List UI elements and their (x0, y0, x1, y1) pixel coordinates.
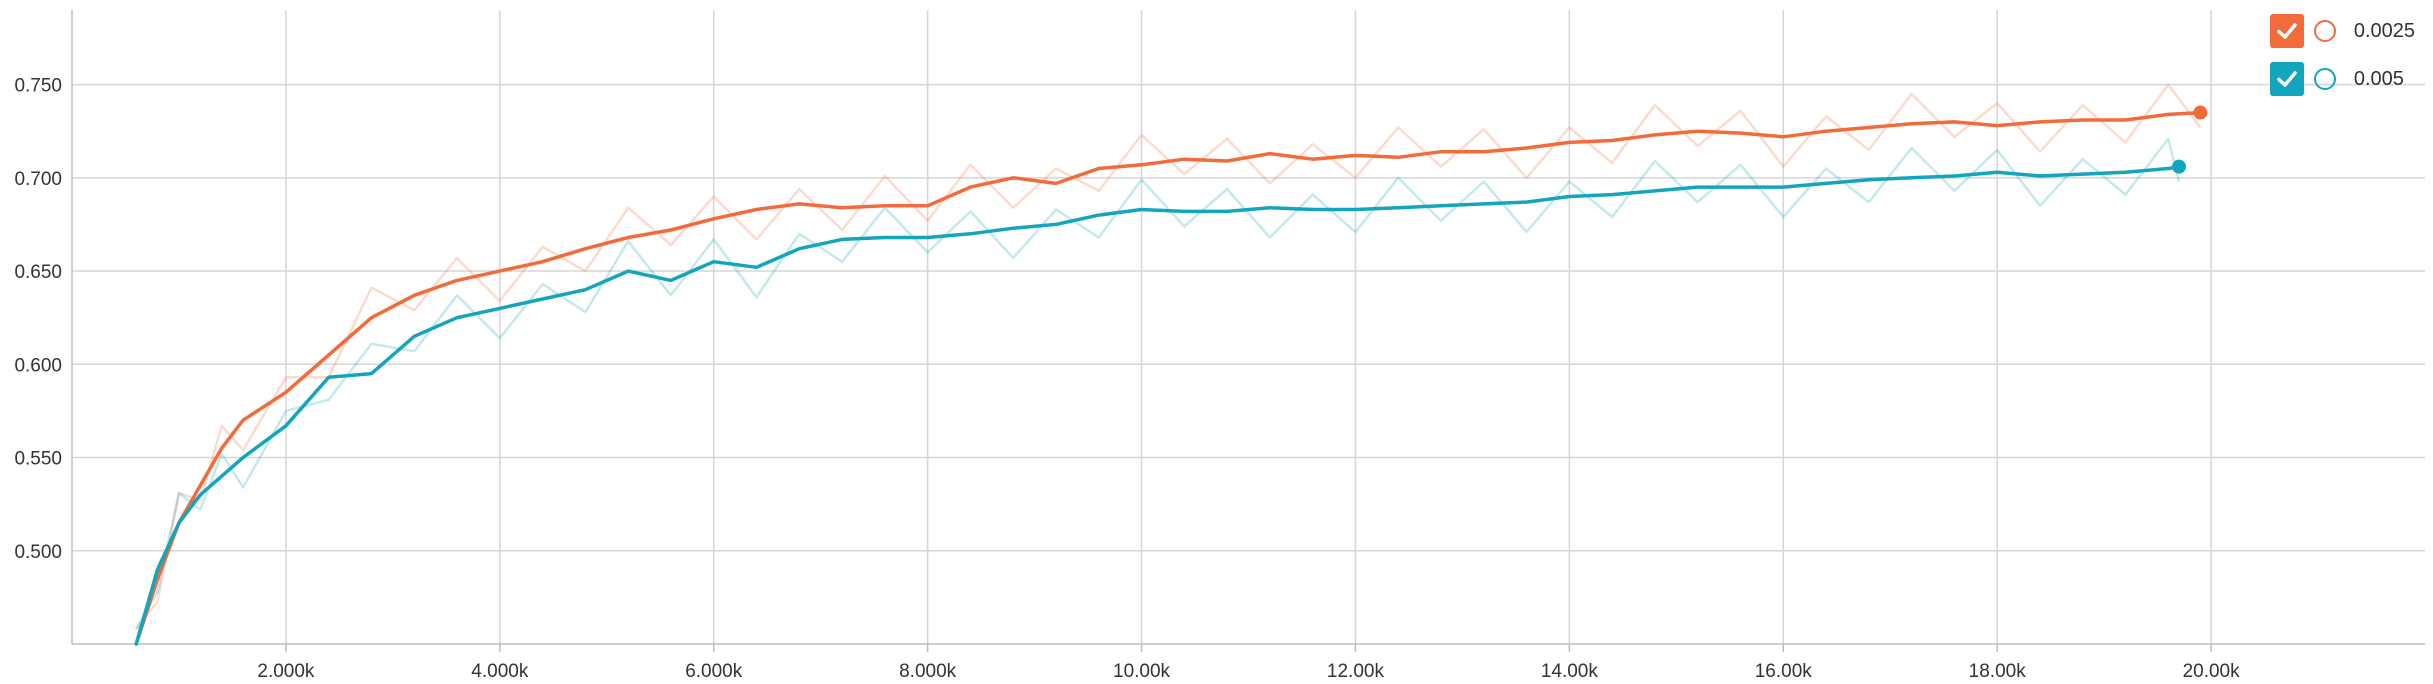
x-tick-label: 4.000k (471, 661, 529, 682)
legend-label: 0.0025 (2353, 19, 2415, 42)
x-tick-label: 16.00k (1755, 661, 1813, 682)
checkbox-checked-icon[interactable] (2269, 14, 2304, 48)
y-tick-label: 0.500 (14, 542, 62, 563)
x-tick-labels: 2.000k 4.000k 6.000k 8.000k 10.00k 12.00k 14.0… (257, 661, 2240, 682)
series-lines (134, 83, 2208, 646)
x-tick-label: 14.00k (1541, 661, 1599, 682)
series-raw-line (135, 83, 2202, 630)
series-end-point (2193, 105, 2208, 120)
x-tick-label: 10.00k (1113, 661, 1171, 682)
y-tick-label: 0.700 (14, 169, 62, 190)
series-line (134, 164, 2181, 646)
legend-item-0.0025[interactable]: 0.0025 (2269, 12, 2415, 50)
series-raw-line (135, 137, 2181, 630)
y-tick-labels: 0.500 0.550 0.600 0.650 0.700 0.750 (14, 76, 62, 563)
legend-item-0.005[interactable]: 0.005 (2269, 60, 2415, 98)
x-tick-label: 6.000k (685, 661, 743, 682)
y-tick-label: 0.600 (14, 355, 62, 376)
x-tick-label: 2.000k (257, 661, 315, 682)
checkbox-checked-icon[interactable] (2269, 62, 2304, 96)
legend-label: 0.005 (2353, 67, 2404, 90)
series-circle-icon (2313, 68, 2336, 90)
x-tick-label: 12.00k (1327, 661, 1385, 682)
series-line (134, 110, 2203, 646)
y-tick-label: 0.550 (14, 449, 62, 470)
y-tick-label: 0.750 (14, 76, 62, 97)
series-circle-icon (2313, 20, 2336, 42)
y-tick-label: 0.650 (14, 262, 62, 283)
grid-lines (72, 10, 2425, 644)
legend: 0.0025 0.005 (2269, 12, 2415, 108)
axes (71, 10, 2425, 652)
x-tick-label: 20.00k (2183, 661, 2241, 682)
x-tick-label: 8.000k (899, 661, 957, 682)
x-tick-label: 18.00k (1969, 661, 2027, 682)
series-end-point (2172, 159, 2187, 174)
